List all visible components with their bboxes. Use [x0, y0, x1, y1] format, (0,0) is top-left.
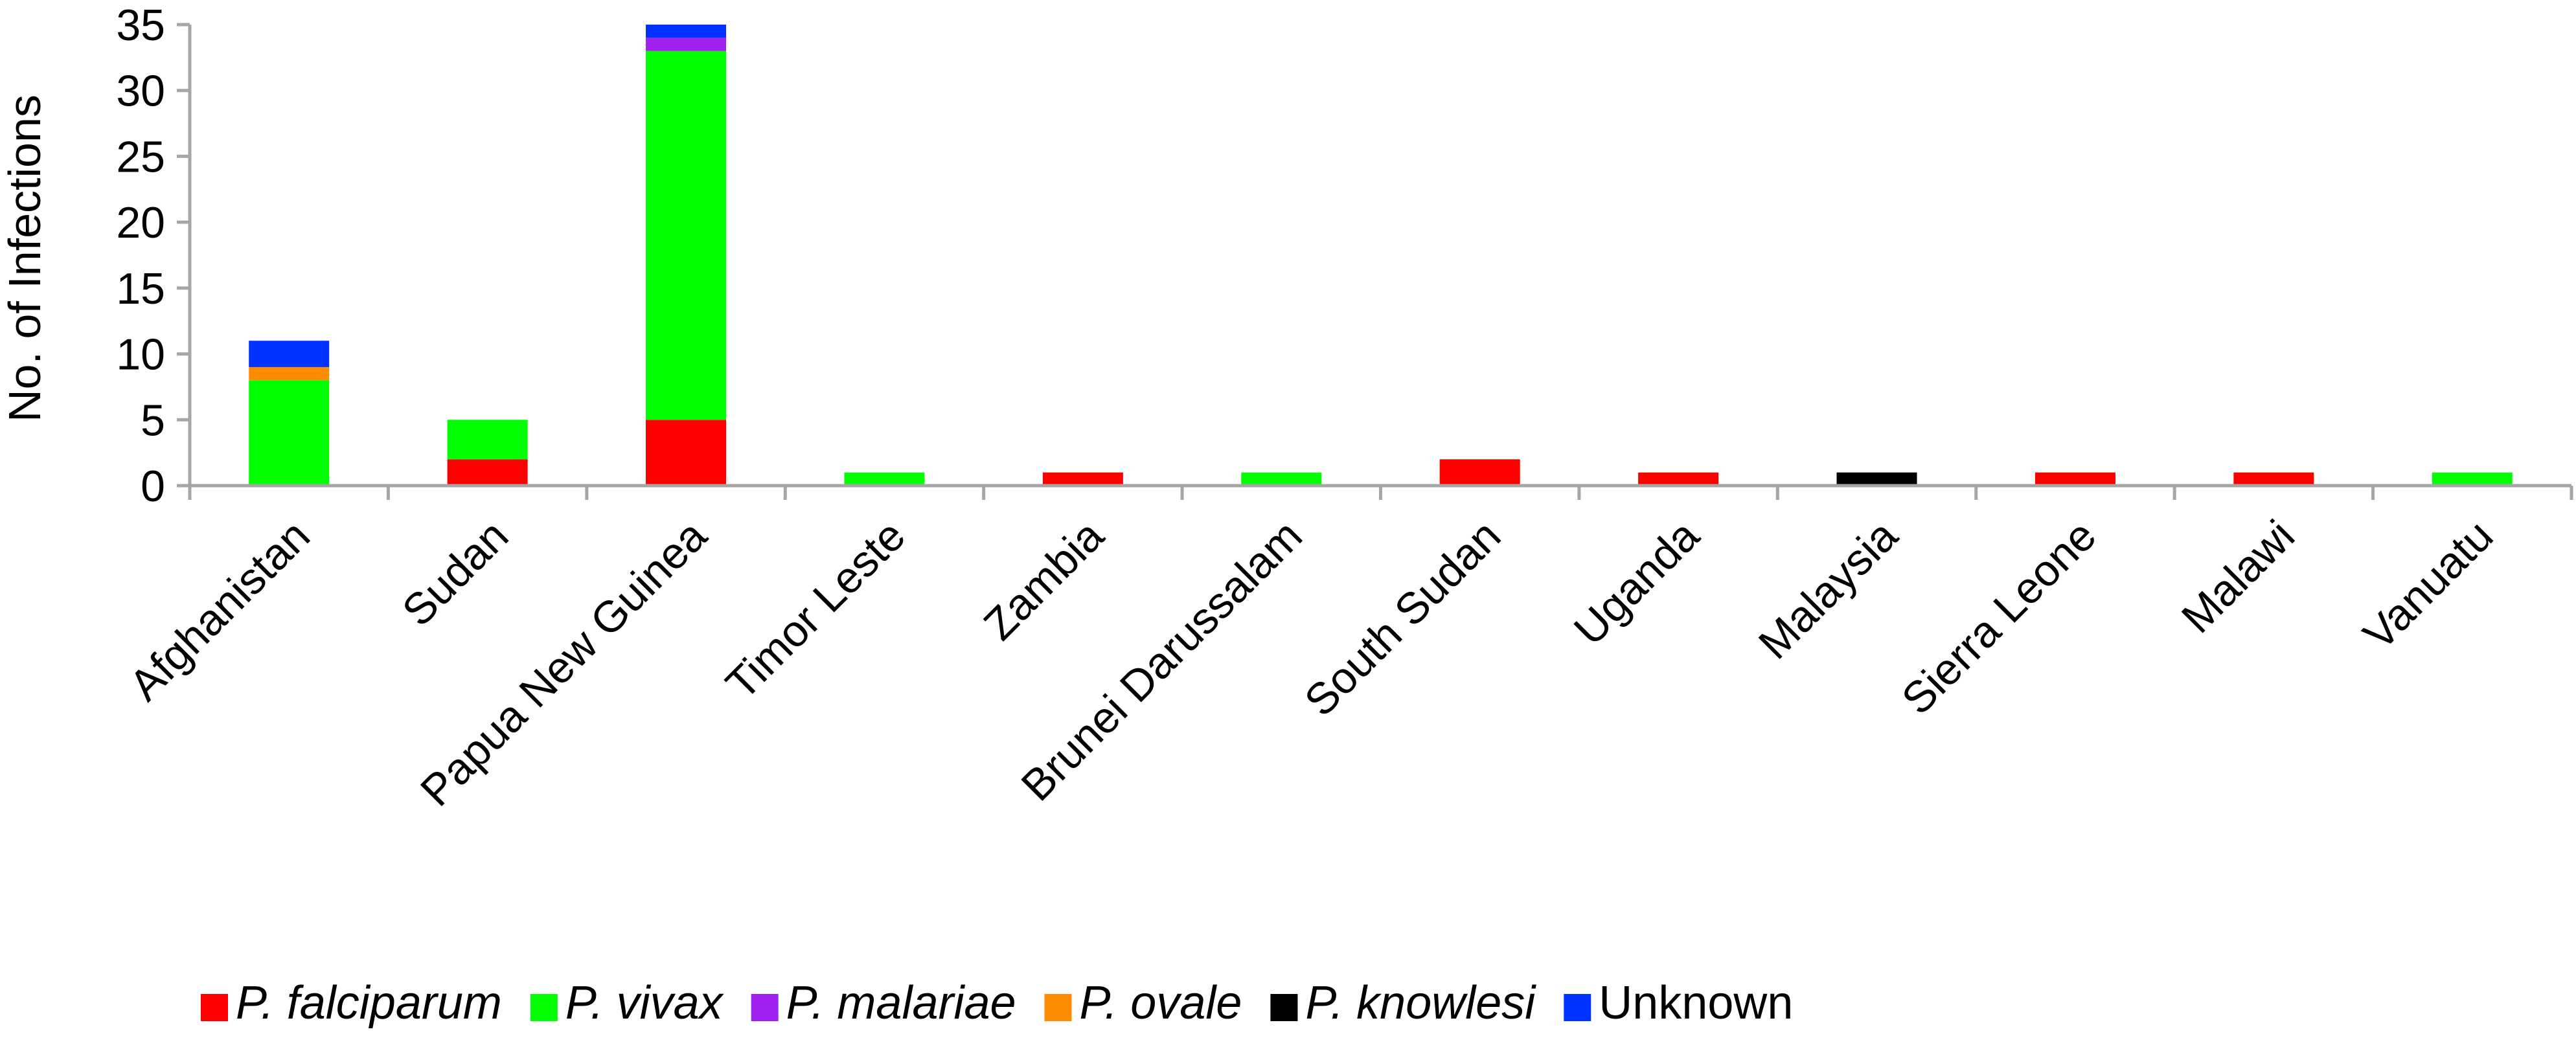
x-tick-label-sudan: Sudan	[393, 511, 518, 636]
legend-label-p-falciparum: P. falciparum	[236, 977, 502, 1029]
bar-afghanistan-p-ovale	[249, 367, 330, 381]
legend-swatch-p-vivax	[530, 994, 558, 1021]
bar-afghanistan-p-vivax	[249, 380, 330, 486]
legend-label-p-knowlesi: P. knowlesi	[1305, 977, 1536, 1029]
bar-afghanistan-unknown	[249, 341, 330, 367]
legend-swatch-unknown	[1564, 994, 1591, 1021]
bar-papua-new-guinea-unknown	[646, 25, 727, 38]
bar-vanuatu-p-vivax	[2432, 472, 2513, 486]
bar-papua-new-guinea-p-vivax	[646, 51, 727, 420]
x-tick-label-malawi: Malawi	[2172, 511, 2304, 642]
bar-uganda-p-falciparum	[1638, 472, 1719, 486]
y-tick-label: 5	[141, 396, 165, 445]
bar-papua-new-guinea-p-falciparum	[646, 420, 727, 486]
y-tick-label: 25	[116, 132, 165, 181]
y-tick-label: 20	[116, 198, 165, 247]
x-tick-label-south-sudan: South Sudan	[1295, 511, 1510, 726]
legend-label-p-ovale: P. ovale	[1080, 977, 1242, 1029]
x-tick-label-uganda: Uganda	[1565, 511, 1709, 655]
bar-sudan-p-vivax	[447, 420, 528, 460]
x-tick-label-malaysia: Malaysia	[1750, 511, 1908, 669]
legend-swatch-p-knowlesi	[1270, 994, 1298, 1021]
bar-sudan-p-falciparum	[447, 459, 528, 486]
legend-swatch-p-falciparum	[201, 994, 228, 1021]
bars-group	[249, 25, 2513, 486]
y-ticks-group: 0 5 10 15 20 25 30 35	[116, 1, 190, 511]
axes-group	[188, 25, 2571, 488]
y-tick-label: 30	[116, 67, 165, 116]
x-tick-label-sierra-leone: Sierra Leone	[1892, 511, 2105, 724]
x-tick-label-zambia: Zambia	[974, 511, 1113, 649]
bar-timor-leste-p-vivax	[844, 472, 925, 486]
legend-label-unknown: Unknown	[1599, 977, 1793, 1029]
x-tick-label-timor-leste: Timor Leste	[716, 511, 915, 709]
bar-brunei-darussalam-p-vivax	[1241, 472, 1322, 486]
bar-zambia-p-falciparum	[1042, 472, 1123, 486]
y-tick-label: 10	[116, 330, 165, 379]
y-tick-label: 0	[141, 462, 165, 511]
x-tick-label-afghanistan: Afghanistan	[120, 511, 319, 710]
legend-label-p-vivax: P. vivax	[565, 977, 725, 1029]
y-tick-label: 35	[116, 1, 165, 50]
legend-swatch-p-malariae	[751, 994, 779, 1021]
legend: P. falciparum P. vivax P. malariae P. ovale…	[201, 977, 1793, 1029]
bar-malawi-p-falciparum	[2233, 472, 2314, 486]
y-tick-label: 15	[116, 264, 165, 313]
bar-malaysia-p-knowlesi	[1836, 472, 1917, 486]
bar-papua-new-guinea-p-malariae	[646, 38, 727, 51]
legend-label-p-malariae: P. malariae	[786, 977, 1016, 1029]
x-tick-label-vanuatu: Vanuatu	[2354, 511, 2502, 659]
bar-sierra-leone-p-falciparum	[2035, 472, 2115, 486]
y-axis-title: No. of Infections	[0, 95, 50, 422]
bar-south-sudan-p-falciparum	[1439, 459, 1520, 486]
legend-swatch-p-ovale	[1044, 994, 1072, 1021]
